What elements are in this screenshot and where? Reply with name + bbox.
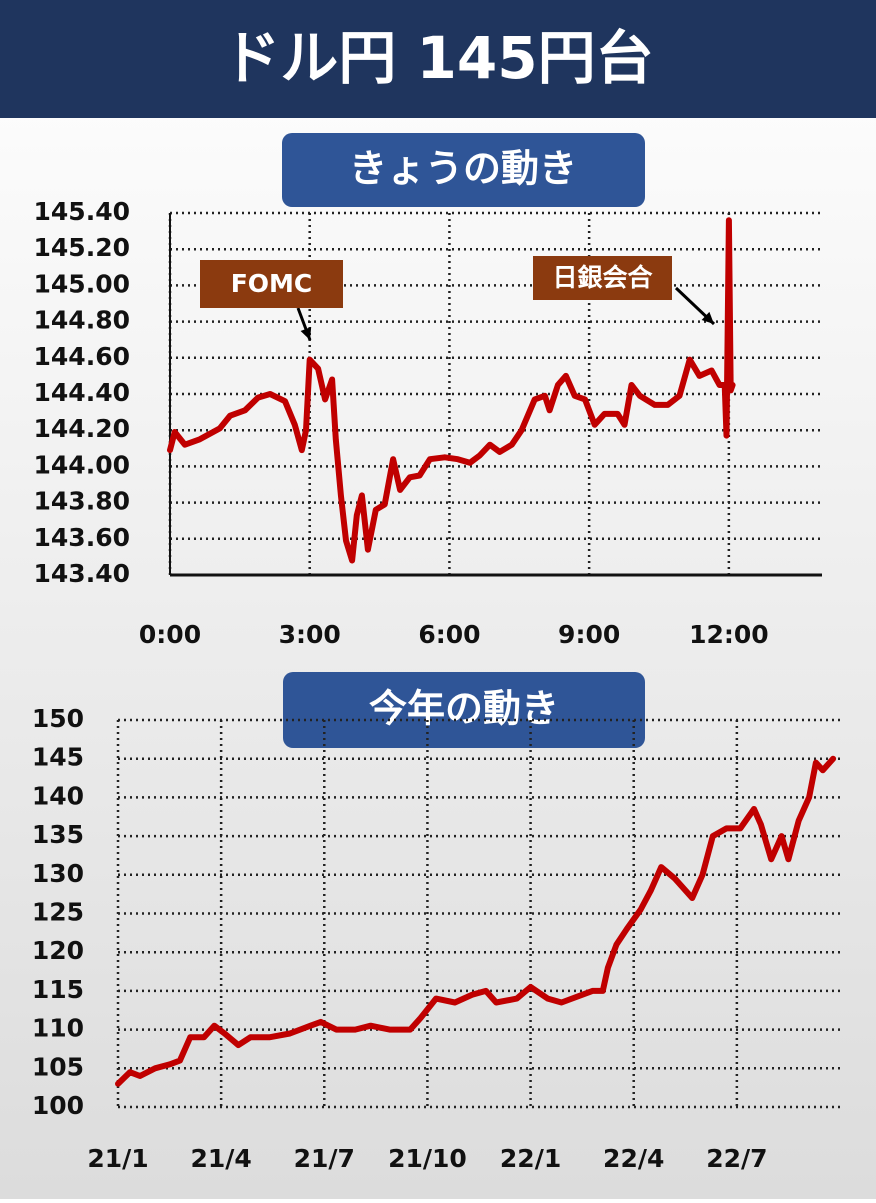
- annotation-arrowhead: [300, 327, 312, 340]
- title-pill: [283, 672, 645, 748]
- page-title: ドル円 145円台: [222, 24, 653, 92]
- y-tick-label: 125: [32, 898, 84, 927]
- y-tick-label: 143.80: [34, 487, 130, 516]
- x-tick-label: 6:00: [418, 620, 480, 649]
- header-bar: [0, 0, 876, 118]
- x-tick-label: 3:00: [279, 620, 341, 649]
- y-tick-label: 144.60: [34, 342, 130, 371]
- x-tick-label: 9:00: [558, 620, 620, 649]
- annotation-arrowhead: [701, 311, 714, 324]
- price-line: [115, 755, 837, 1087]
- x-tick-label: 22/7: [706, 1144, 767, 1173]
- y-tick-label: 110: [32, 1014, 84, 1043]
- y-tick-label: 150: [32, 704, 84, 733]
- y-tick-label: 145.20: [34, 233, 130, 262]
- x-tick-label: 12:00: [689, 620, 769, 649]
- y-tick-label: 135: [32, 820, 84, 849]
- chart-title: 今年の動き: [369, 687, 559, 731]
- annotation-box: [533, 256, 672, 300]
- y-tick-label: 100: [32, 1091, 84, 1120]
- y-tick-label: 144.20: [34, 414, 130, 443]
- y-tick-label: 130: [32, 859, 84, 888]
- annotation-label: 日銀会合: [552, 263, 653, 292]
- y-tick-label: 145.00: [34, 269, 130, 298]
- y-tick-label: 145.40: [34, 197, 130, 226]
- annotation-box: [200, 260, 343, 308]
- price-line: [167, 217, 736, 564]
- x-tick-label: 21/10: [388, 1144, 467, 1173]
- y-tick-label: 140: [32, 781, 84, 810]
- y-tick-label: 143.40: [34, 559, 130, 588]
- x-tick-label: 21/1: [87, 1144, 148, 1173]
- x-tick-label: 0:00: [139, 620, 201, 649]
- y-tick-label: 120: [32, 936, 84, 965]
- title-pill: [282, 133, 645, 207]
- y-tick-label: 144.00: [34, 450, 130, 479]
- x-tick-label: 21/7: [294, 1144, 355, 1173]
- y-tick-label: 143.60: [34, 523, 130, 552]
- y-tick-label: 115: [32, 975, 84, 1004]
- y-tick-label: 105: [32, 1052, 84, 1081]
- x-tick-label: 21/4: [190, 1144, 251, 1173]
- annotation-label: FOMC: [231, 269, 313, 298]
- x-tick-label: 22/1: [500, 1144, 561, 1173]
- y-tick-label: 145: [32, 743, 84, 772]
- y-tick-label: 144.40: [34, 378, 130, 407]
- y-tick-label: 144.80: [34, 306, 130, 335]
- chart-title: きょうの動き: [349, 147, 577, 191]
- x-tick-label: 22/4: [603, 1144, 664, 1173]
